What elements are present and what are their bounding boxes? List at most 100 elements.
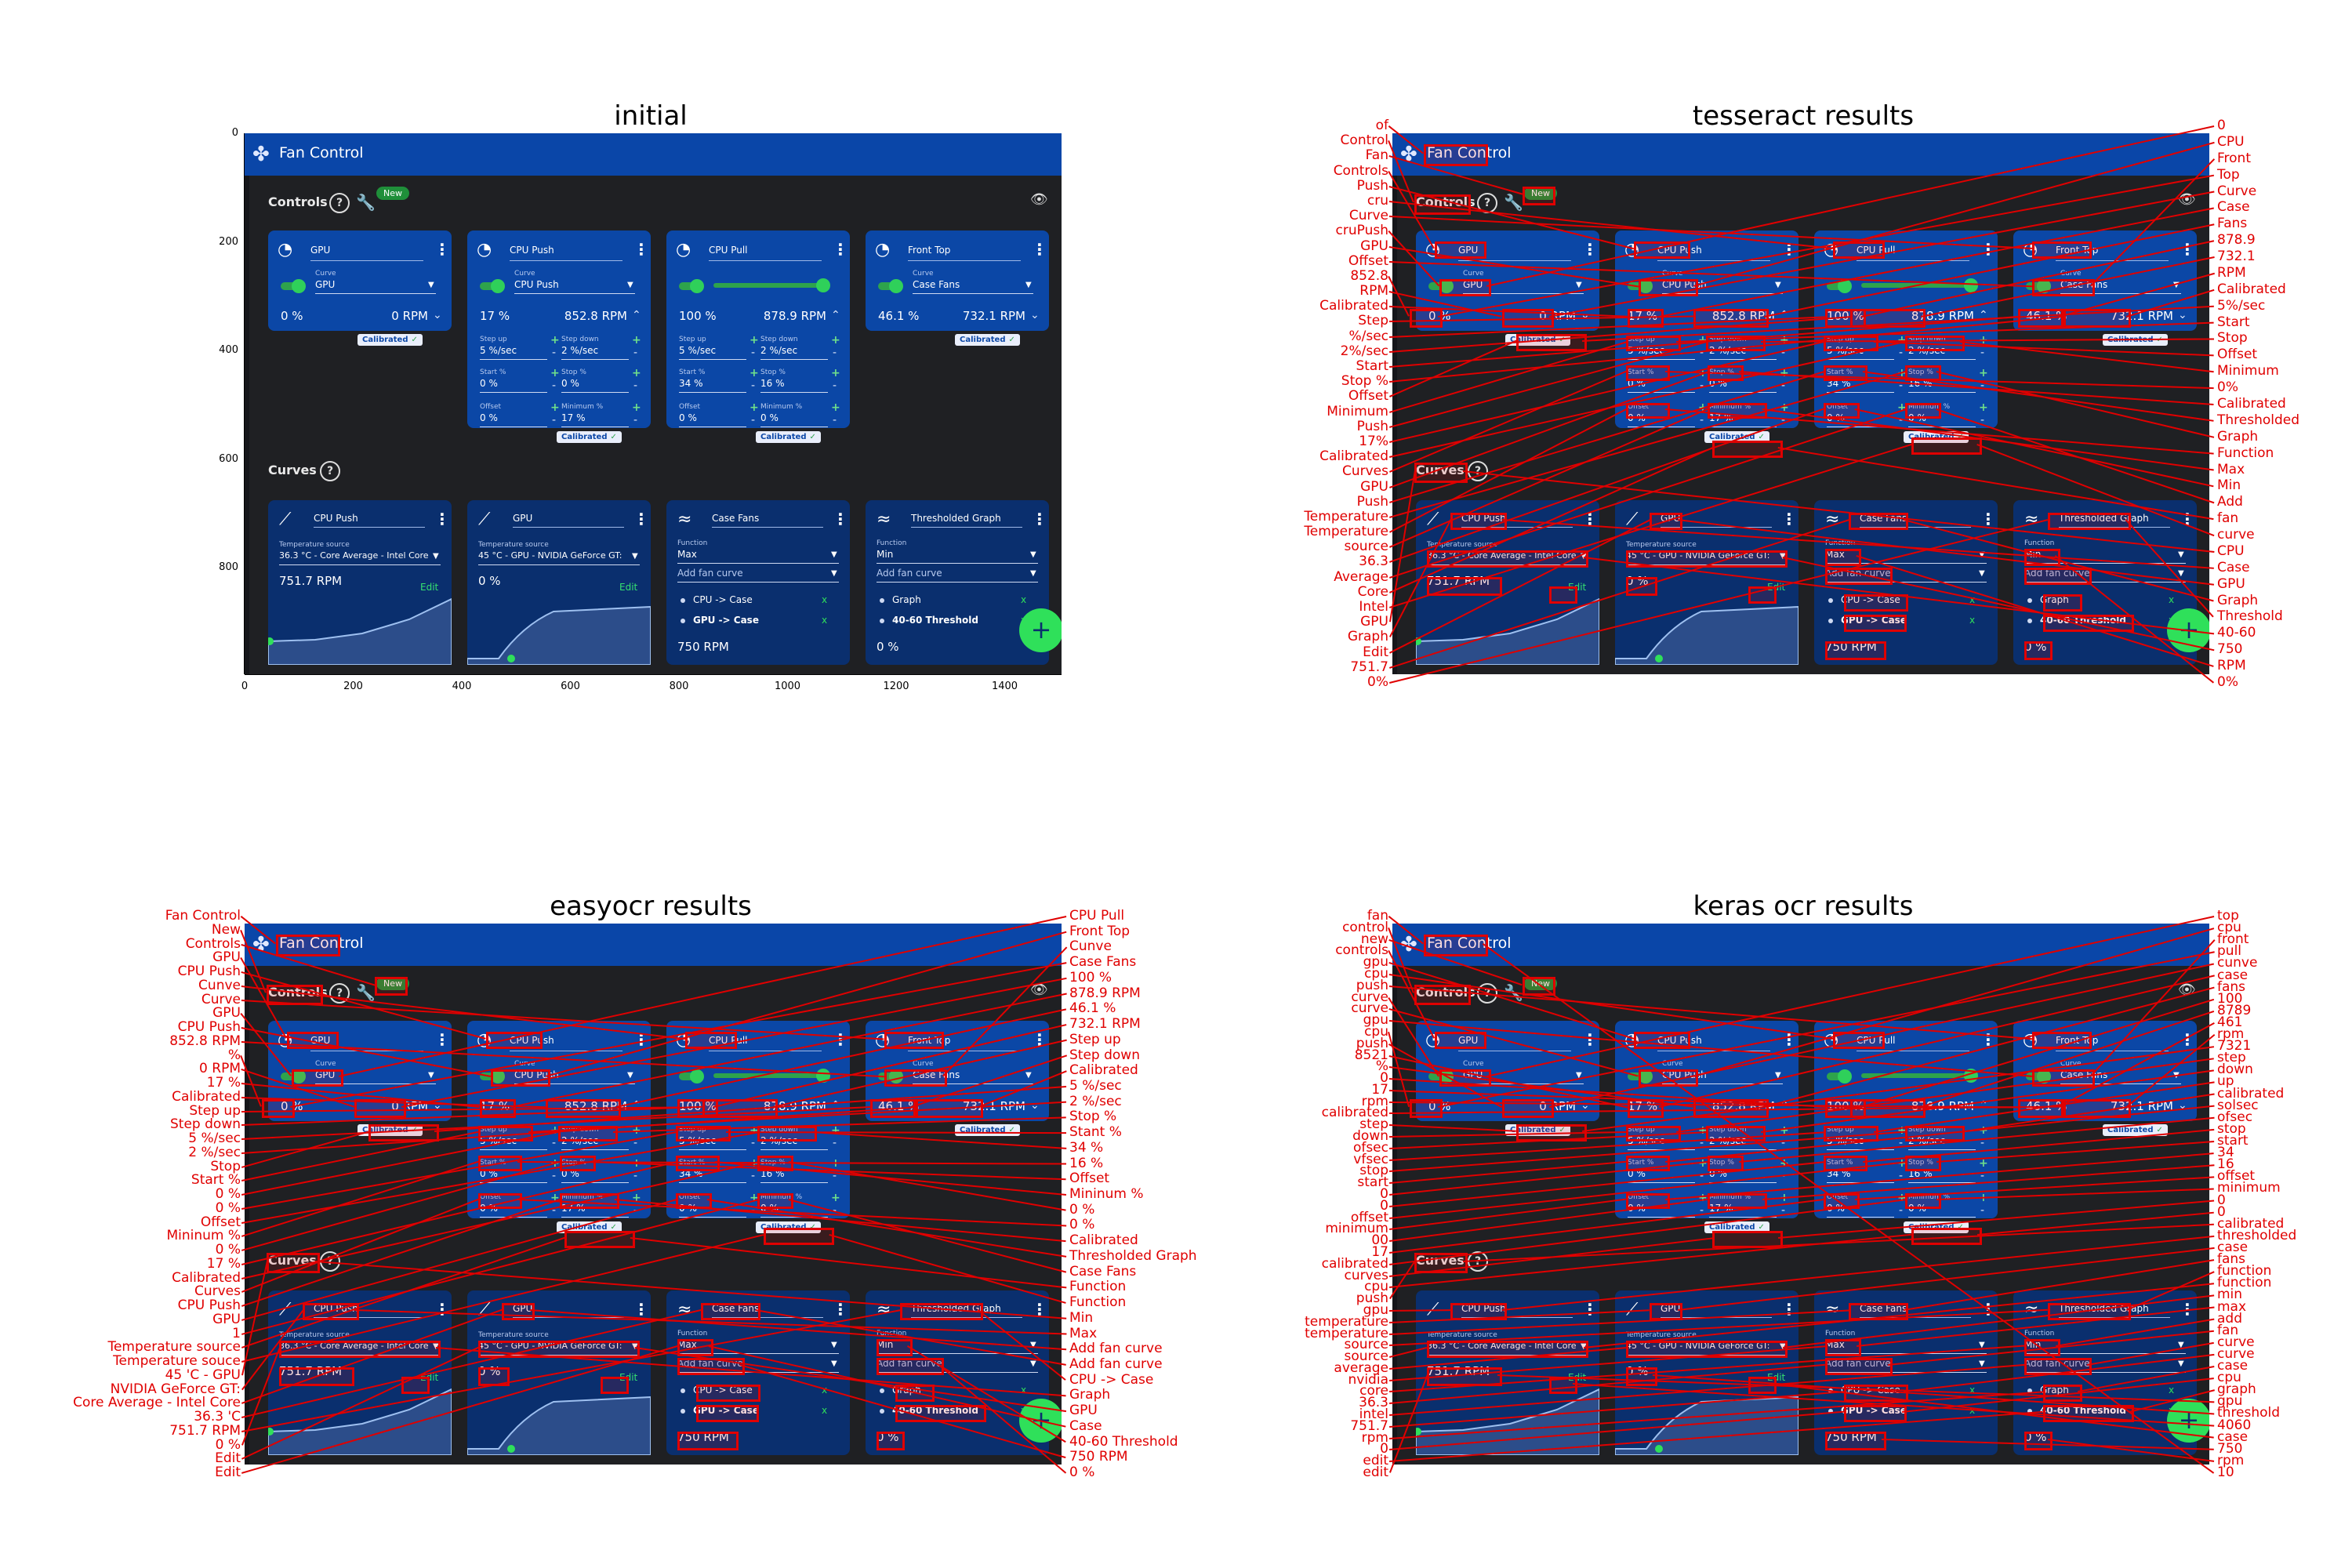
decrement-icon[interactable]: - bbox=[552, 1170, 557, 1182]
source-select[interactable]: 36.3 °C - Core Average - Intel Core bbox=[279, 550, 429, 561]
more-vert-icon[interactable]: ⋮ bbox=[833, 510, 848, 528]
expand-icon[interactable]: ⌄ bbox=[2178, 1099, 2187, 1112]
remove-icon[interactable]: x bbox=[822, 615, 828, 626]
expand-icon[interactable]: ⌃ bbox=[1780, 309, 1789, 321]
increment-icon[interactable]: + bbox=[831, 367, 840, 379]
curve-select[interactable]: CPU Push bbox=[1662, 279, 1707, 290]
dropdown-arrow-icon[interactable]: ▼ bbox=[428, 1071, 434, 1080]
dropdown-arrow-icon[interactable]: ▼ bbox=[831, 1359, 837, 1368]
more-vert-icon[interactable]: ⋮ bbox=[1980, 510, 1996, 528]
increment-icon[interactable]: + bbox=[632, 1192, 641, 1204]
decrement-icon[interactable]: - bbox=[552, 1137, 557, 1149]
expand-icon[interactable]: ⌃ bbox=[831, 1099, 840, 1112]
decrement-icon[interactable]: - bbox=[552, 379, 557, 392]
decrement-icon[interactable]: - bbox=[1700, 414, 1704, 426]
increment-icon[interactable]: + bbox=[550, 367, 560, 379]
decrement-icon[interactable]: - bbox=[833, 347, 837, 359]
dropdown-arrow-icon[interactable]: ▼ bbox=[1576, 1071, 1582, 1080]
remove-icon[interactable]: x bbox=[1969, 1385, 1976, 1396]
function-select[interactable]: Min bbox=[877, 1339, 894, 1350]
remove-icon[interactable]: x bbox=[2169, 594, 2175, 605]
decrement-icon[interactable]: - bbox=[633, 1137, 638, 1149]
remove-icon[interactable]: x bbox=[1969, 615, 1976, 626]
decrement-icon[interactable]: - bbox=[633, 379, 638, 392]
decrement-icon[interactable]: - bbox=[751, 379, 756, 392]
expand-icon[interactable]: ⌄ bbox=[2178, 309, 2187, 321]
curve-select[interactable]: GPU bbox=[315, 1069, 336, 1080]
expand-icon[interactable]: ⌄ bbox=[433, 1099, 442, 1112]
remove-icon[interactable]: x bbox=[1969, 594, 1976, 605]
increment-icon[interactable]: + bbox=[831, 1192, 840, 1204]
expand-icon[interactable]: ⌃ bbox=[632, 309, 641, 321]
decrement-icon[interactable]: - bbox=[1700, 1137, 1704, 1149]
curve-point[interactable] bbox=[1416, 1428, 1421, 1436]
param-input[interactable]: 2 %/sec bbox=[760, 345, 798, 356]
dropdown-arrow-icon[interactable]: ▼ bbox=[627, 1071, 633, 1080]
remove-icon[interactable]: x bbox=[822, 594, 828, 605]
slider-thumb[interactable] bbox=[816, 278, 830, 292]
param-input[interactable]: 16 % bbox=[760, 378, 785, 389]
curve-point[interactable] bbox=[507, 655, 515, 662]
decrement-icon[interactable]: - bbox=[833, 379, 837, 392]
curve-card[interactable]: ≈ Thresholded Graph ⋮ Function Min ▼ Add fan c… bbox=[866, 500, 1049, 665]
increment-icon[interactable]: + bbox=[550, 401, 560, 414]
param-input[interactable]: 5 %/sec bbox=[480, 345, 517, 356]
manual-slider[interactable] bbox=[713, 283, 823, 288]
remove-icon[interactable]: x bbox=[1021, 594, 1027, 605]
dropdown-arrow-icon[interactable]: ▼ bbox=[2178, 550, 2184, 559]
decrement-icon[interactable]: - bbox=[1781, 379, 1786, 392]
decrement-icon[interactable]: - bbox=[1700, 1170, 1704, 1182]
dropdown-arrow-icon[interactable]: ▼ bbox=[1030, 569, 1036, 578]
increment-icon[interactable]: + bbox=[1897, 401, 1907, 414]
decrement-icon[interactable]: - bbox=[1899, 347, 1904, 359]
decrement-icon[interactable]: - bbox=[1899, 414, 1904, 426]
dropdown-arrow-icon[interactable]: ▼ bbox=[433, 552, 439, 561]
more-vert-icon[interactable]: ⋮ bbox=[434, 1300, 450, 1319]
function-select[interactable]: Max bbox=[1825, 549, 1845, 560]
increment-icon[interactable]: + bbox=[1698, 1124, 1708, 1137]
increment-icon[interactable]: + bbox=[632, 367, 641, 379]
increment-icon[interactable]: + bbox=[632, 334, 641, 347]
dropdown-arrow-icon[interactable]: ▼ bbox=[1030, 550, 1036, 559]
more-vert-icon[interactable]: ⋮ bbox=[1032, 240, 1047, 259]
eye-icon[interactable]: 👁 bbox=[1030, 982, 1048, 998]
dropdown-arrow-icon[interactable]: ▼ bbox=[428, 281, 434, 289]
decrement-icon[interactable]: - bbox=[1980, 414, 1985, 426]
decrement-icon[interactable]: - bbox=[1781, 1204, 1786, 1217]
increment-icon[interactable]: + bbox=[831, 401, 840, 414]
decrement-icon[interactable]: - bbox=[1781, 414, 1786, 426]
more-vert-icon[interactable]: ⋮ bbox=[633, 1300, 649, 1319]
more-vert-icon[interactable]: ⋮ bbox=[1582, 1030, 1598, 1049]
increment-icon[interactable]: + bbox=[1897, 1124, 1907, 1137]
dropdown-arrow-icon[interactable]: ▼ bbox=[1780, 552, 1786, 561]
decrement-icon[interactable]: - bbox=[633, 1170, 638, 1182]
more-vert-icon[interactable]: ⋮ bbox=[633, 240, 649, 259]
curve-point[interactable] bbox=[507, 1445, 515, 1453]
more-vert-icon[interactable]: ⋮ bbox=[633, 510, 649, 528]
decrement-icon[interactable]: - bbox=[1980, 1170, 1985, 1182]
increment-icon[interactable]: + bbox=[831, 334, 840, 347]
dropdown-arrow-icon[interactable]: ▼ bbox=[632, 1342, 638, 1351]
param-input[interactable]: 0 % bbox=[561, 378, 579, 389]
param-input[interactable]: 0 % bbox=[480, 378, 498, 389]
increment-icon[interactable]: + bbox=[1979, 401, 1988, 414]
help-icon[interactable]: ? bbox=[320, 461, 340, 481]
slider-thumb[interactable] bbox=[1964, 278, 1978, 292]
increment-icon[interactable]: + bbox=[1780, 367, 1789, 379]
curve-point[interactable] bbox=[1655, 1445, 1663, 1453]
help-icon[interactable]: ? bbox=[329, 983, 350, 1004]
curve-card[interactable]: ≈ Case Fans ⋮ Function Max ▼ Add fan curve ▼ CPU… bbox=[666, 500, 850, 665]
curve-select[interactable]: CPU Push bbox=[514, 279, 559, 290]
source-select[interactable]: 45 °C - GPU - NVIDIA GeForce GT: bbox=[1626, 550, 1770, 561]
param-input[interactable]: 0 % bbox=[480, 412, 498, 423]
source-select[interactable]: 45 °C - GPU - NVIDIA GeForce GT: bbox=[1626, 1341, 1770, 1351]
curve-select[interactable]: GPU bbox=[1463, 279, 1483, 290]
more-vert-icon[interactable]: ⋮ bbox=[434, 510, 450, 528]
decrement-icon[interactable]: - bbox=[751, 347, 756, 359]
curve-point[interactable] bbox=[1655, 655, 1663, 662]
remove-icon[interactable]: x bbox=[822, 1385, 828, 1396]
wrench-icon[interactable]: 🔧 bbox=[1504, 193, 1523, 212]
